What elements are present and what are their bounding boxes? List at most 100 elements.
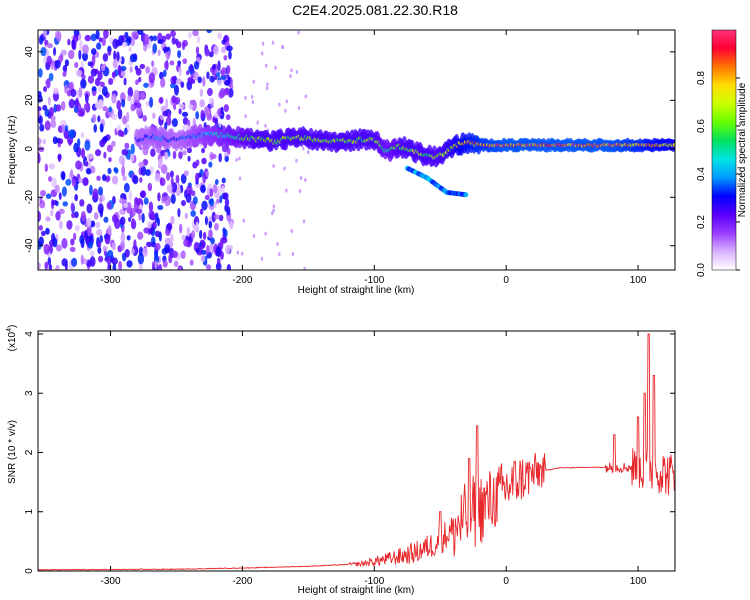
noise-speckle xyxy=(149,165,154,174)
noise-speckle xyxy=(116,51,120,62)
noise-speckle xyxy=(195,111,200,120)
noise-speckle xyxy=(238,176,242,181)
noise-speckle xyxy=(157,49,161,56)
noise-speckle xyxy=(278,252,281,257)
noise-speckle xyxy=(129,66,133,73)
noise-speckle xyxy=(130,248,135,255)
noise-speckle xyxy=(218,214,224,222)
noise-speckle xyxy=(111,140,116,148)
noise-speckle xyxy=(219,195,223,204)
noise-speckle xyxy=(151,112,156,119)
noise-speckle xyxy=(217,60,221,72)
noise-speckle xyxy=(80,254,84,265)
noise-speckle xyxy=(223,104,230,113)
noise-speckle xyxy=(157,192,161,202)
noise-speckle xyxy=(166,184,173,193)
noise-speckle xyxy=(70,88,77,98)
noise-speckle xyxy=(86,225,92,235)
noise-speckle xyxy=(124,248,130,258)
noise-speckle xyxy=(285,188,288,193)
noise-speckle xyxy=(165,33,171,40)
noise-speckle xyxy=(48,107,55,117)
noise-speckle xyxy=(95,221,101,229)
noise-speckle xyxy=(97,203,104,214)
noise-speckle xyxy=(140,165,147,176)
noise-speckle xyxy=(304,94,307,99)
noise-speckle xyxy=(223,55,228,61)
noise-speckle xyxy=(102,53,109,62)
noise-speckle xyxy=(165,116,172,126)
noise-speckle xyxy=(162,110,168,117)
noise-speckle xyxy=(130,104,136,112)
noise-speckle xyxy=(48,72,54,82)
noise-speckle xyxy=(114,167,119,174)
spectrogram-x-tick-label: 0 xyxy=(503,275,509,286)
noise-speckle xyxy=(111,113,118,120)
noise-speckle xyxy=(171,250,178,259)
noise-speckle xyxy=(211,211,216,223)
noise-speckle xyxy=(91,220,96,228)
noise-speckle xyxy=(44,39,49,46)
noise-speckle xyxy=(284,108,287,113)
noise-speckle xyxy=(164,61,169,70)
noise-speckle xyxy=(143,227,150,234)
noise-speckle xyxy=(205,244,210,255)
noise-speckle xyxy=(111,257,118,265)
noise-speckle xyxy=(148,201,154,212)
noise-speckle xyxy=(214,178,219,186)
noise-speckle xyxy=(111,242,117,251)
noise-speckle xyxy=(221,177,226,184)
noise-speckle xyxy=(75,97,80,109)
noise-speckle xyxy=(91,86,97,92)
noise-speckle xyxy=(45,193,52,199)
noise-speckle xyxy=(200,254,206,263)
noise-speckle xyxy=(135,68,142,76)
noise-speckle xyxy=(98,84,102,93)
noise-speckle xyxy=(179,103,185,109)
noise-speckle xyxy=(103,135,109,143)
noise-speckle xyxy=(98,37,103,43)
noise-speckle xyxy=(187,119,191,127)
noise-speckle xyxy=(297,106,301,111)
noise-speckle xyxy=(169,170,174,178)
noise-speckle xyxy=(106,201,112,210)
noise-speckle xyxy=(221,145,228,153)
noise-speckle xyxy=(192,30,199,37)
noise-speckle xyxy=(214,214,220,220)
noise-speckle xyxy=(163,69,167,77)
noise-speckle xyxy=(173,104,177,110)
noise-speckle xyxy=(123,77,127,86)
noise-speckle xyxy=(170,177,174,186)
noise-speckle xyxy=(295,69,299,74)
noise-speckle xyxy=(58,208,65,215)
noise-speckle xyxy=(193,71,199,81)
noise-speckle xyxy=(111,71,116,78)
noise-speckle xyxy=(128,46,132,53)
noise-speckle xyxy=(167,112,171,119)
noise-speckle xyxy=(57,153,62,163)
noise-speckle xyxy=(121,148,128,156)
noise-speckle xyxy=(222,192,229,200)
noise-speckle xyxy=(78,49,82,60)
snr-x-tick-label: -200 xyxy=(232,576,252,587)
noise-speckle xyxy=(219,239,224,250)
noise-speckle xyxy=(195,46,200,55)
noise-speckle xyxy=(226,65,231,75)
noise-speckle xyxy=(79,39,83,51)
noise-speckle xyxy=(113,50,117,61)
noise-speckle xyxy=(204,194,210,201)
noise-speckle xyxy=(208,97,213,105)
snr-x-tick-label: -100 xyxy=(364,576,384,587)
colorbar: 0.0 0.2 0.4 0.6 0.8 Normalized spectral ampl… xyxy=(696,29,748,277)
noise-speckle xyxy=(187,32,192,39)
noise-speckle xyxy=(43,244,50,250)
noise-speckle xyxy=(181,111,189,117)
noise-speckle xyxy=(244,114,247,119)
noise-speckle xyxy=(135,102,142,108)
noise-speckle xyxy=(89,250,95,258)
noise-speckle xyxy=(49,209,54,217)
noise-speckle xyxy=(204,215,208,226)
noise-speckle xyxy=(66,89,72,97)
noise-speckle xyxy=(46,43,53,49)
noise-speckle xyxy=(104,234,111,245)
